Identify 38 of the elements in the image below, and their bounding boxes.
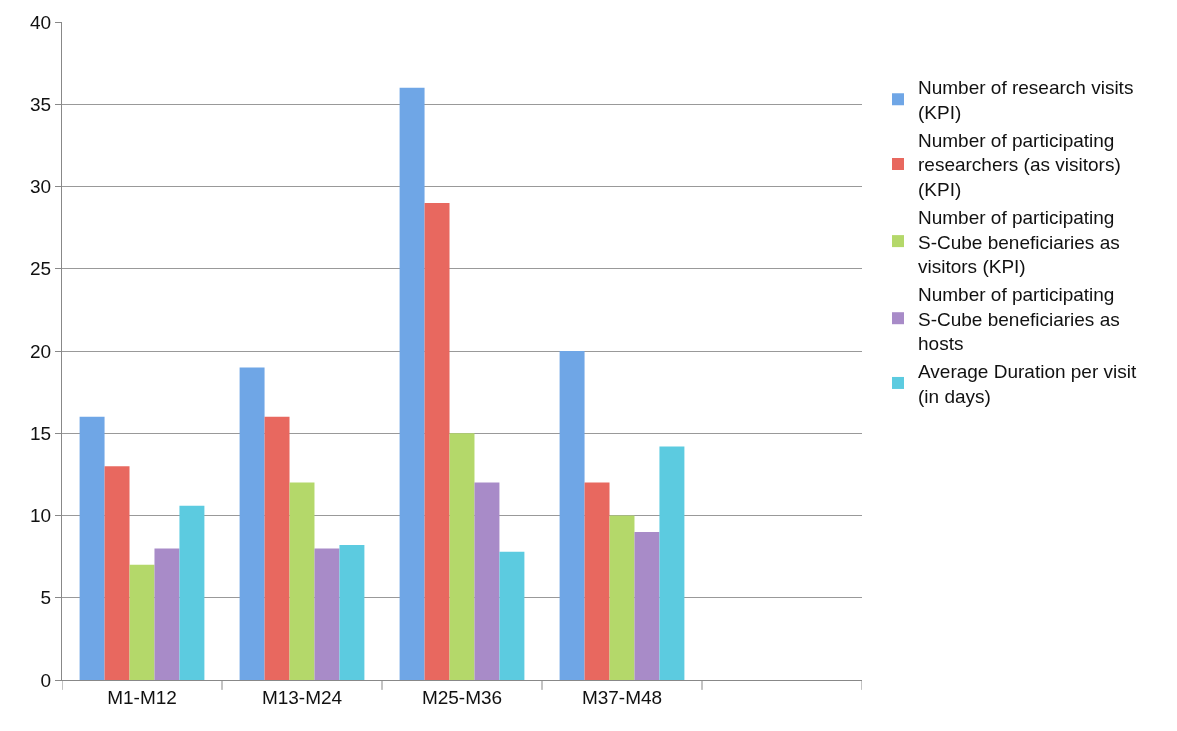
bar bbox=[424, 202, 450, 680]
y-tick-label: 0 bbox=[40, 669, 52, 691]
y-tick-label: 15 bbox=[30, 422, 52, 444]
bar bbox=[179, 505, 205, 680]
bar bbox=[449, 433, 475, 680]
y-tick-label: 40 bbox=[30, 11, 52, 33]
bar bbox=[609, 515, 635, 680]
bar bbox=[289, 482, 315, 680]
bar bbox=[79, 416, 105, 680]
bar bbox=[399, 87, 425, 680]
y-tick-label: 20 bbox=[30, 340, 52, 362]
bar bbox=[584, 482, 610, 680]
legend-label: Number of research visits (KPI) bbox=[918, 77, 1134, 124]
x-tick-label: M37-M48 bbox=[581, 686, 663, 708]
bar bbox=[339, 545, 365, 680]
legend-label: Average Duration per visit (in days) bbox=[918, 361, 1137, 407]
legend-label: Number of participating S-Cube beneficiaries as hosts bbox=[918, 283, 1120, 355]
bar bbox=[104, 466, 130, 680]
y-tick-label: 10 bbox=[30, 505, 52, 527]
bar bbox=[634, 531, 660, 680]
x-tick-label: M13-M24 bbox=[261, 686, 343, 708]
legend-label: Number of participating S-Cube beneficiaries as visitors (KPI) bbox=[918, 206, 1120, 278]
x-tick-label: M25-M36 bbox=[421, 686, 503, 708]
y-tick-label: 25 bbox=[30, 258, 52, 280]
bar bbox=[474, 482, 500, 680]
bar bbox=[659, 446, 685, 680]
y-tick-label: 5 bbox=[40, 587, 52, 609]
bar bbox=[499, 551, 525, 680]
y-tick-label: 30 bbox=[30, 176, 52, 198]
legend-label: Number of participating researchers (as visitors) (KPI) bbox=[918, 129, 1121, 201]
bar bbox=[129, 564, 155, 680]
bar bbox=[559, 351, 585, 680]
bar bbox=[154, 548, 180, 680]
y-tick-label: 35 bbox=[30, 93, 52, 115]
x-tick-label: M1-M12 bbox=[107, 686, 177, 708]
bar bbox=[264, 416, 290, 680]
bar bbox=[314, 548, 340, 680]
bar bbox=[239, 367, 265, 680]
